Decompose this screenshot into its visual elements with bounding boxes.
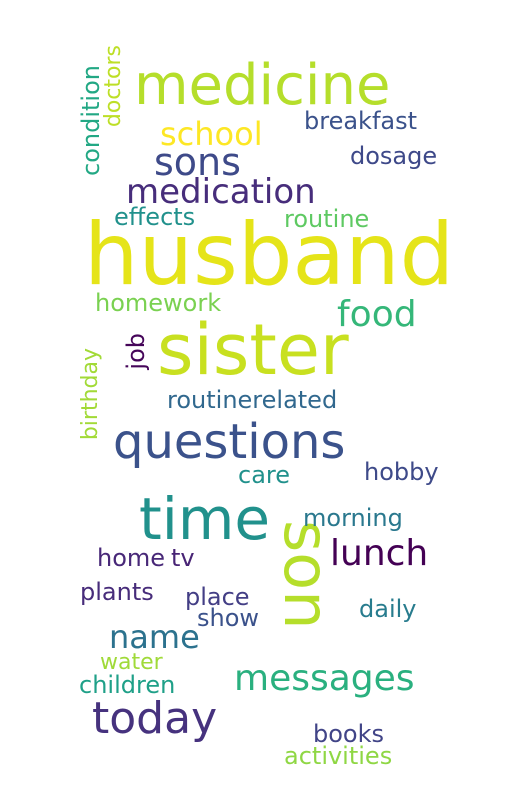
word-doctors: doctors bbox=[101, 45, 126, 128]
word-children: children bbox=[79, 671, 176, 699]
word-morning: morning bbox=[303, 504, 403, 532]
word-lunch: lunch bbox=[330, 533, 429, 574]
word-school: school bbox=[160, 115, 263, 153]
word-questions: questions bbox=[113, 414, 346, 470]
word-breakfast: breakfast bbox=[304, 107, 418, 135]
word-home: home bbox=[97, 544, 166, 572]
word-place: place bbox=[185, 583, 250, 611]
word-sons: sons bbox=[154, 140, 241, 184]
word-care: care bbox=[238, 461, 291, 489]
word-name: name bbox=[109, 618, 200, 656]
word-homework: homework bbox=[95, 289, 222, 317]
word-plants: plants bbox=[80, 578, 154, 606]
word-messages: messages bbox=[234, 658, 415, 699]
word-birthday: birthday bbox=[78, 348, 103, 441]
word-medicine: medicine bbox=[134, 53, 391, 118]
word-routinerelated: routinerelated bbox=[167, 386, 338, 414]
word-time: time bbox=[139, 485, 271, 553]
word-husband: husband bbox=[84, 205, 455, 305]
word-job: job bbox=[122, 333, 150, 370]
word-show: show bbox=[197, 604, 260, 632]
word-water: water bbox=[100, 650, 163, 675]
word-condition: condition bbox=[77, 65, 105, 176]
word-routine: routine bbox=[284, 205, 370, 233]
word-activities: activities bbox=[284, 742, 393, 770]
word-son: son bbox=[270, 520, 343, 630]
word-food: food bbox=[337, 294, 417, 335]
word-sister: sister bbox=[157, 309, 349, 391]
word-dosage: dosage bbox=[350, 142, 438, 170]
word-today: today bbox=[92, 693, 218, 744]
word-books: books bbox=[313, 720, 385, 748]
word-medication: medication bbox=[126, 172, 316, 212]
word-effects: effects bbox=[114, 203, 196, 231]
word-hobby: hobby bbox=[364, 458, 439, 486]
word-tv: tv bbox=[171, 544, 195, 572]
word-daily: daily bbox=[359, 595, 417, 623]
